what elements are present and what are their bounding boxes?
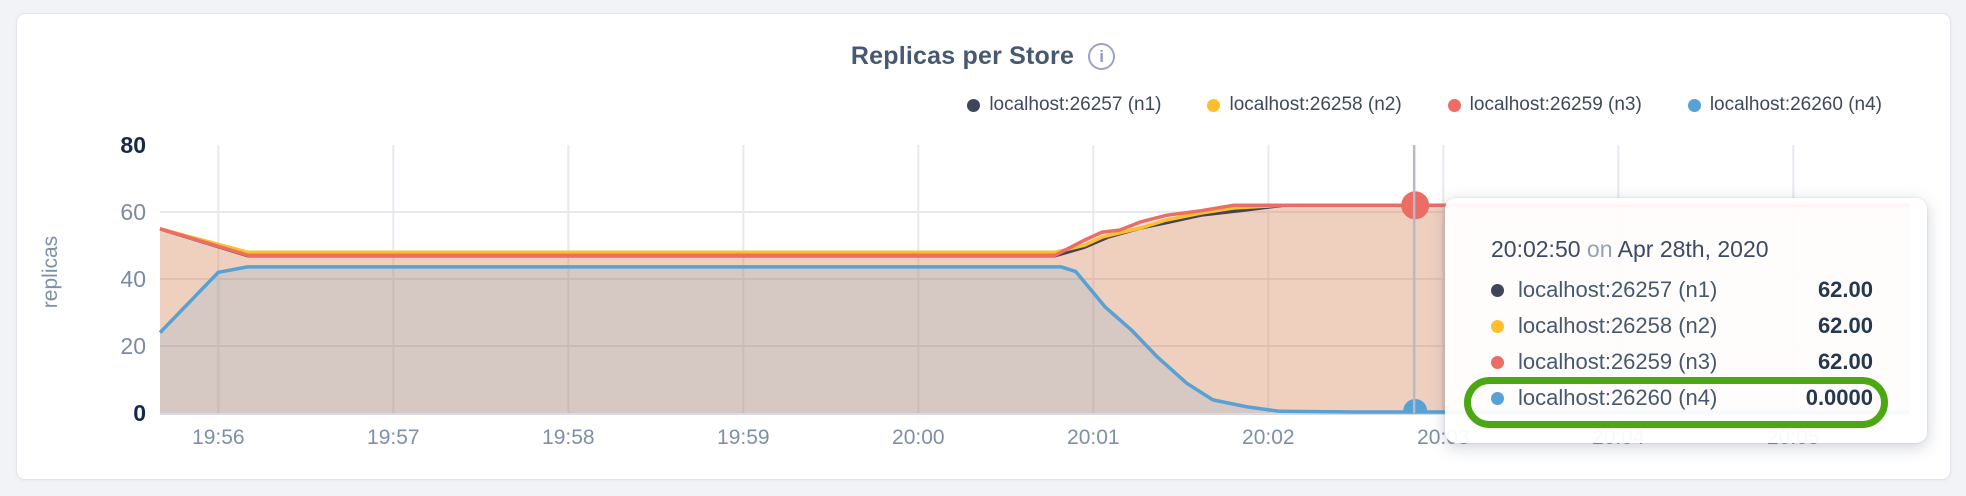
tooltip-timestamp: 20:02:50 on Apr 28th, 2020 <box>1491 234 1927 264</box>
y-tick-label: 60 <box>120 199 146 225</box>
x-tick-label: 20:02 <box>1242 426 1295 449</box>
y-axis-title: replicas <box>39 236 62 308</box>
legend-item-label: localhost:26257 (n1) <box>989 94 1162 115</box>
tooltip-row-n3: localhost:26259 (n3) 62.00 <box>1445 344 1927 380</box>
tooltip-series-value: 62.00 <box>1817 349 1873 374</box>
chart-title: Replicas per Store <box>850 42 1075 70</box>
series-line-n3 <box>159 203 1910 257</box>
tooltip-series-label: localhost:26258 (n2) <box>1518 313 1718 338</box>
x-tick-label: 19:57 <box>367 426 420 449</box>
x-tick-label: 20:01 <box>1067 426 1120 449</box>
tooltip-series-dot-icon <box>1491 391 1504 405</box>
y-tick-label: 0 <box>133 400 146 426</box>
legend-item-n4[interactable]: localhost:26260 (n4) <box>1687 94 1882 116</box>
legend-item-n2[interactable]: localhost:26258 (n2) <box>1207 94 1402 116</box>
tooltip-row-n1: localhost:26257 (n1) 62.00 <box>1445 272 1927 308</box>
tooltip-series-value: 62.00 <box>1817 313 1873 338</box>
legend-dot-icon <box>1207 98 1221 112</box>
x-tick-label: 19:56 <box>192 426 245 449</box>
tooltip-series-label: localhost:26260 (n4) <box>1518 385 1718 410</box>
series-line-n4 <box>158 265 1910 414</box>
legend-item-label: localhost:26260 (n4) <box>1709 94 1882 115</box>
chart-header: Replicas per Store i <box>0 42 1966 71</box>
series-area-n4 <box>160 266 1910 413</box>
legend-item-label: localhost:26259 (n3) <box>1469 94 1642 115</box>
tooltip-series-value: 62.00 <box>1817 277 1873 302</box>
x-tick-label: 20:00 <box>892 426 945 449</box>
x-tick-label: 19:59 <box>717 426 770 449</box>
tooltip-row-n4: localhost:26260 (n4) 0.0000 <box>1445 380 1927 416</box>
tooltip-series-dot-icon <box>1491 319 1504 333</box>
tooltip-row-n2: localhost:26258 (n2) 62.00 <box>1445 308 1927 344</box>
legend-dot-icon <box>967 98 981 112</box>
series-line-n2 <box>159 203 1910 254</box>
y-tick-label: 40 <box>120 266 146 292</box>
tooltip-rows: localhost:26257 (n1) 62.00 localhost:26258… <box>1445 272 1927 416</box>
legend-dot-icon <box>1447 98 1461 112</box>
tooltip-series-label: localhost:26259 (n3) <box>1518 349 1718 374</box>
tooltip-time: 20:02:50 <box>1491 236 1581 262</box>
legend-dot-icon <box>1687 98 1701 112</box>
tooltip-date: Apr 28th, 2020 <box>1617 236 1769 262</box>
x-tick-label: 19:58 <box>542 426 595 449</box>
legend-item-label: localhost:26258 (n2) <box>1229 94 1402 115</box>
tooltip-series-value: 0.0000 <box>1805 385 1873 410</box>
y-tick-label: 20 <box>120 333 146 359</box>
tooltip-preposition: on <box>1586 236 1613 262</box>
tooltip-series-label: localhost:26257 (n1) <box>1518 277 1718 302</box>
x-gridlines-and-ticks: 19:56 19:57 19:58 19:59 20:00 20:01 20:02 20:03… <box>192 145 1820 449</box>
y-tick-label: 80 <box>120 132 146 158</box>
tooltip-series-dot-icon <box>1491 355 1504 369</box>
tooltip-series-dot-icon <box>1491 283 1504 297</box>
legend: localhost:26257 (n1) localhost:26258 (n2)… <box>967 92 1882 118</box>
hover-tooltip: 20:02:50 on Apr 28th, 2020 localhost:262… <box>1445 198 1927 443</box>
legend-item-n3[interactable]: localhost:26259 (n3) <box>1447 94 1642 116</box>
legend-item-n1[interactable]: localhost:26257 (n1) <box>967 94 1161 116</box>
info-icon[interactable]: i <box>1088 43 1116 70</box>
